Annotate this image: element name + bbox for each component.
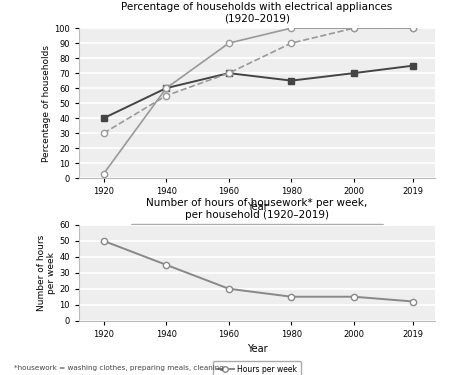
X-axis label: Year: Year (247, 344, 267, 354)
X-axis label: Year: Year (247, 202, 267, 212)
Title: Percentage of households with electrical appliances
(1920–2019): Percentage of households with electrical… (121, 2, 393, 23)
Text: *housework = washing clothes, preparing meals, cleaning: *housework = washing clothes, preparing … (14, 365, 224, 371)
Legend: Hours per week: Hours per week (213, 361, 300, 375)
Y-axis label: Number of hours
per week: Number of hours per week (37, 235, 56, 311)
Title: Number of hours of housework* per week,
per household (1920–2019): Number of hours of housework* per week, … (146, 198, 368, 220)
Y-axis label: Percentage of households: Percentage of households (42, 45, 51, 162)
Legend: Washing machine, Refrigerator, Vacuum cleaner: Washing machine, Refrigerator, Vacuum cl… (131, 224, 383, 241)
